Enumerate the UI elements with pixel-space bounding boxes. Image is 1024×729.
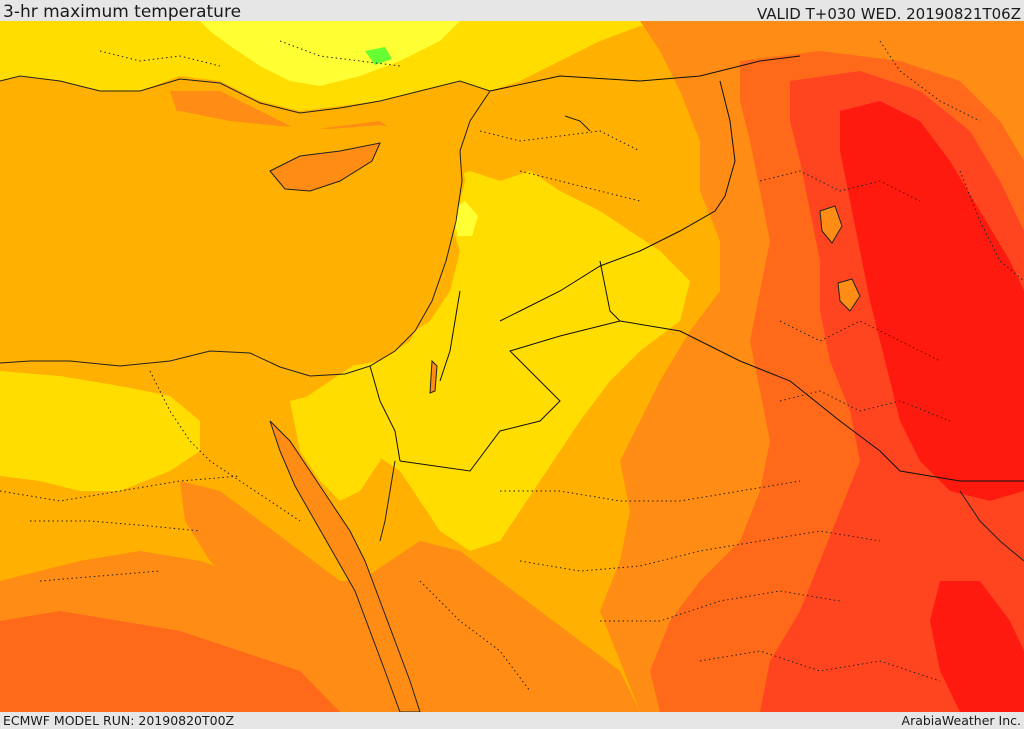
field-red-core: [840, 101, 1024, 501]
mediterranean-sea: [0, 101, 465, 371]
cyprus-island: [269, 142, 381, 192]
field-yellow-egypt: [0, 371, 200, 491]
field-red-south: [930, 581, 1024, 712]
lake-assad: [564, 115, 591, 132]
model-run-label: ECMWF MODEL RUN: 20190820T00Z: [3, 713, 235, 728]
red-sea: [269, 420, 421, 712]
dotted-boundaries: [0, 40, 1024, 692]
footer-bar: ECMWF MODEL RUN: 20190820T00Z ArabiaWeat…: [0, 712, 1024, 729]
map-title: 3-hr maximum temperature: [3, 2, 242, 22]
field-green-patch: [365, 47, 392, 65]
field-orange-red-sea: [180, 481, 410, 712]
map-canvas: [0, 21, 1024, 712]
temperature-map: [0, 21, 1024, 712]
dead-sea: [429, 359, 438, 394]
field-yellow-sinai: [290, 391, 390, 501]
lake-tharthar: [819, 205, 843, 244]
field-dark-orange-saudi: [0, 611, 340, 712]
gulf-of-aqaba: [379, 460, 396, 542]
country-borders: [369, 55, 1024, 482]
header-bar: 3-hr maximum temperature VALID T+030 WED…: [0, 0, 1024, 23]
field-light-yellow-north: [200, 21, 460, 86]
coastline: [0, 75, 491, 377]
credit-label: ArabiaWeather Inc.: [901, 713, 1021, 728]
field-light-yellow-lebanon: [452, 201, 478, 236]
lake-razazah: [837, 278, 861, 312]
field-yellow-levant: [300, 171, 690, 551]
valid-time-label: VALID T+030 WED. 20190821T06Z: [756, 5, 1021, 23]
persian-gulf-coast: [959, 490, 1024, 562]
